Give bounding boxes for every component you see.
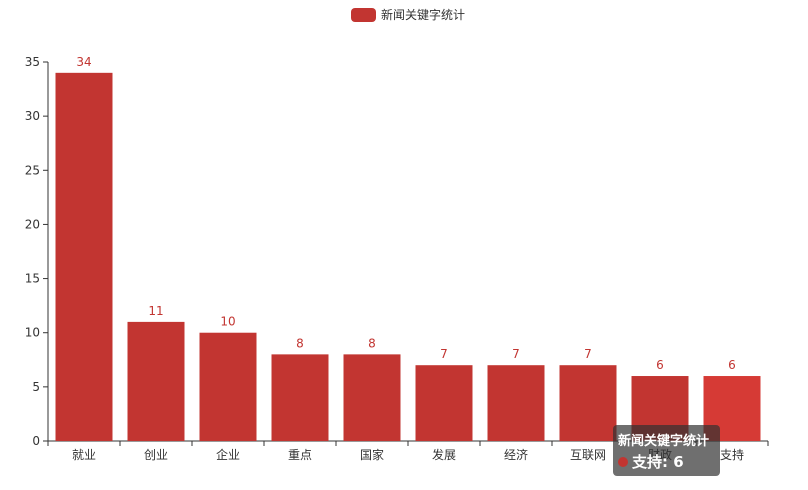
bar[interactable] [127,321,185,441]
x-tick-label: 经济 [504,447,528,462]
y-tick-label: 10 [25,326,40,340]
x-tick-label: 重点 [288,448,312,462]
y-tick-label: 25 [25,163,40,177]
y-tick-label: 15 [25,272,40,286]
data-label: 8 [296,336,304,350]
x-tick-label: 财政 [648,448,672,462]
bar[interactable] [55,72,113,441]
x-tick-label: 互联网 [570,448,606,462]
legend[interactable]: 新闻关键字统计 [351,6,465,23]
bar[interactable] [631,376,689,441]
data-label: 6 [656,358,664,372]
legend-label: 新闻关键字统计 [381,8,466,22]
bar[interactable] [199,332,257,441]
y-tick-label: 35 [25,55,40,69]
x-tick-label: 支持 [720,447,744,462]
data-label: 6 [728,358,736,372]
y-tick-label: 20 [25,217,40,231]
x-tick-label: 就业 [72,448,96,462]
data-label: 10 [220,315,235,329]
y-tick-label: 5 [32,380,40,394]
x-tick-label: 创业 [144,448,168,462]
data-label: 34 [76,55,91,69]
data-label: 11 [148,304,163,318]
y-tick-label: 30 [25,109,40,123]
x-tick-label: 企业 [216,447,240,462]
bar[interactable] [271,354,329,441]
data-label: 7 [584,347,592,361]
x-tick-label: 发展 [432,447,456,462]
bar[interactable] [487,365,545,441]
data-label: 8 [368,336,376,350]
data-label: 7 [512,347,520,361]
bar[interactable] [343,354,401,441]
x-tick-label: 国家 [360,447,384,462]
data-label: 7 [440,347,448,361]
bar[interactable] [415,365,473,441]
bar[interactable] [703,376,761,441]
bar[interactable] [559,365,617,441]
legend-swatch [351,7,376,22]
y-tick-label: 0 [32,434,40,448]
